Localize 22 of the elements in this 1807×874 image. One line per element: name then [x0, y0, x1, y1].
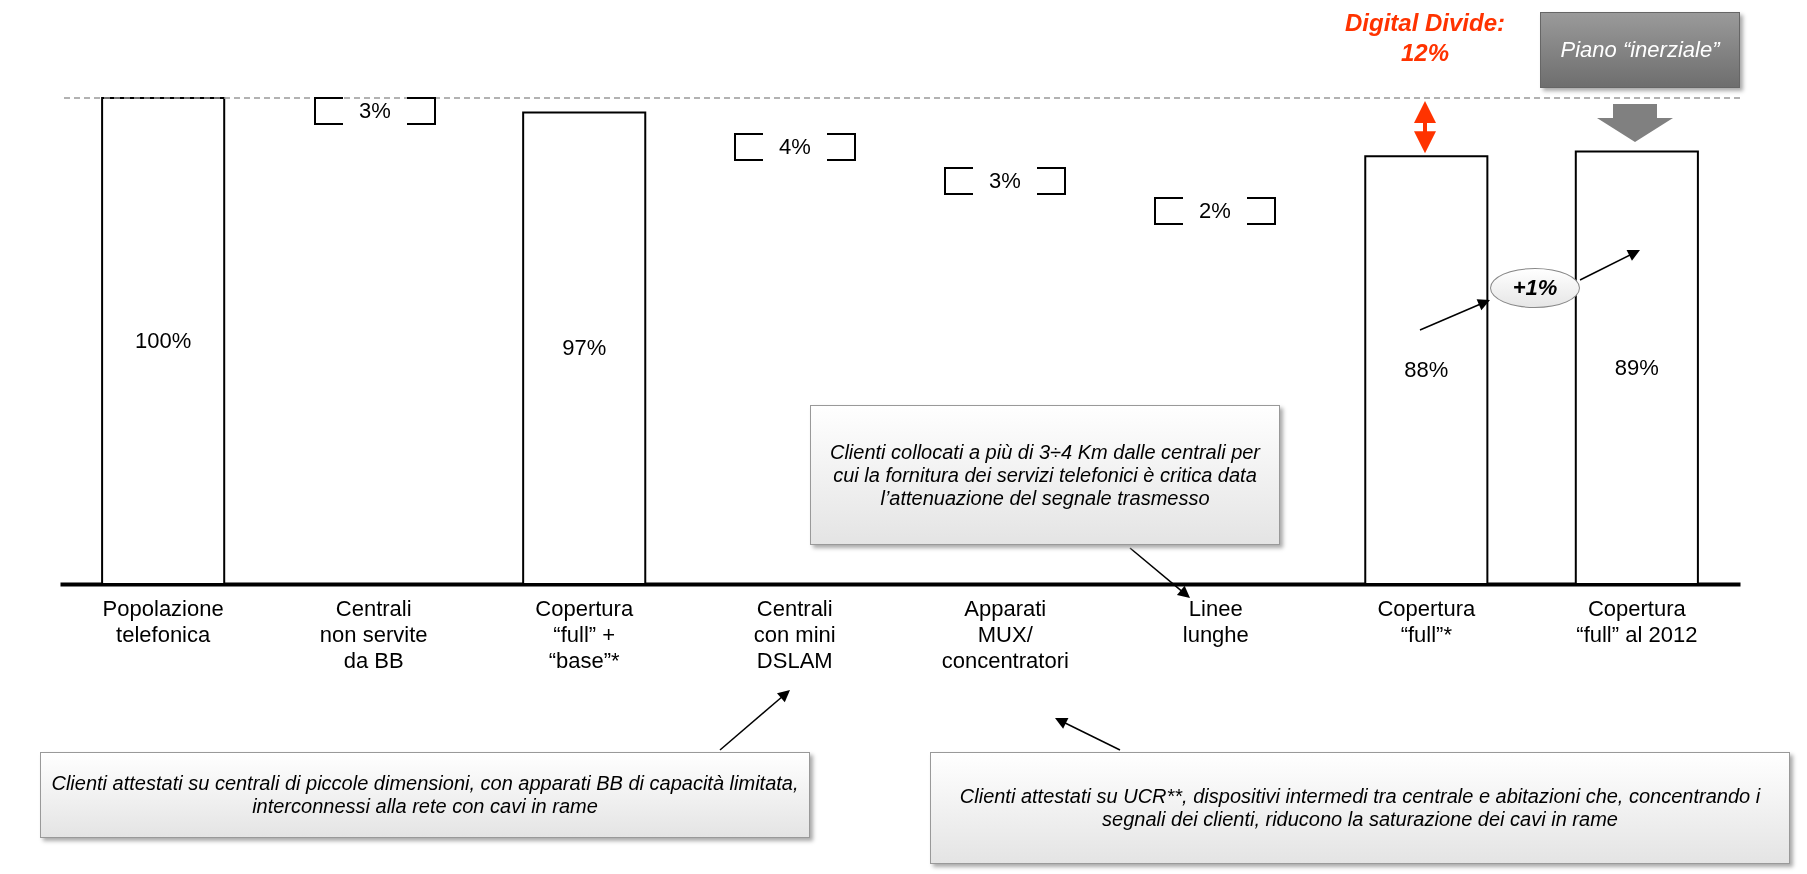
annotation: 4% — [778, 133, 812, 161]
data-label: 97% — [562, 335, 607, 361]
text: Piano “inerziale” — [1540, 12, 1740, 88]
callout-box: Clienti attestati su UCR**, dispositivi intermedi tra centrale e abitazioni che, concentrando i segnali dei clienti, riducono la saturazione dei cavi in rame — [930, 752, 1790, 864]
callout-box: Clienti attestati su centrali di piccole dimensioni, con apparati BB di capacità limitata, interconnessi alla rete con cavi in rame — [40, 752, 810, 838]
data-label: 100% — [135, 328, 192, 353]
x-tick-label: Copertura “full”* — [1377, 595, 1476, 647]
annotation: 3% — [988, 167, 1022, 195]
data-label: 89% — [1614, 354, 1659, 380]
text: Digital Divide: 12% — [1344, 8, 1506, 68]
x-tick-label: Linee lunghe — [1182, 595, 1249, 647]
x-tick-label: Centrali non servite da BB — [319, 595, 428, 673]
x-tick-label: Popolazione telefonica — [102, 595, 224, 647]
callout-box: Clienti collocati a più di 3÷4 Km dalle centrali per cui la fornitura dei servizi telefonici è critica data l’attenuazione del segnale trasmesso — [810, 405, 1280, 545]
x-tick-label: Centrali con mini DSLAM — [753, 595, 836, 673]
annotation: 2% — [1198, 197, 1232, 225]
x-tick-label: Copertura “full” + “base”* — [535, 595, 634, 673]
x-tick-label: Apparati MUX/ concentratori — [941, 595, 1069, 673]
x-tick-label: Copertura “full” al 2012 — [1576, 595, 1698, 647]
data-label: 88% — [1404, 357, 1449, 383]
annotation: +1% — [1490, 268, 1580, 308]
annotation: 3% — [358, 97, 392, 125]
